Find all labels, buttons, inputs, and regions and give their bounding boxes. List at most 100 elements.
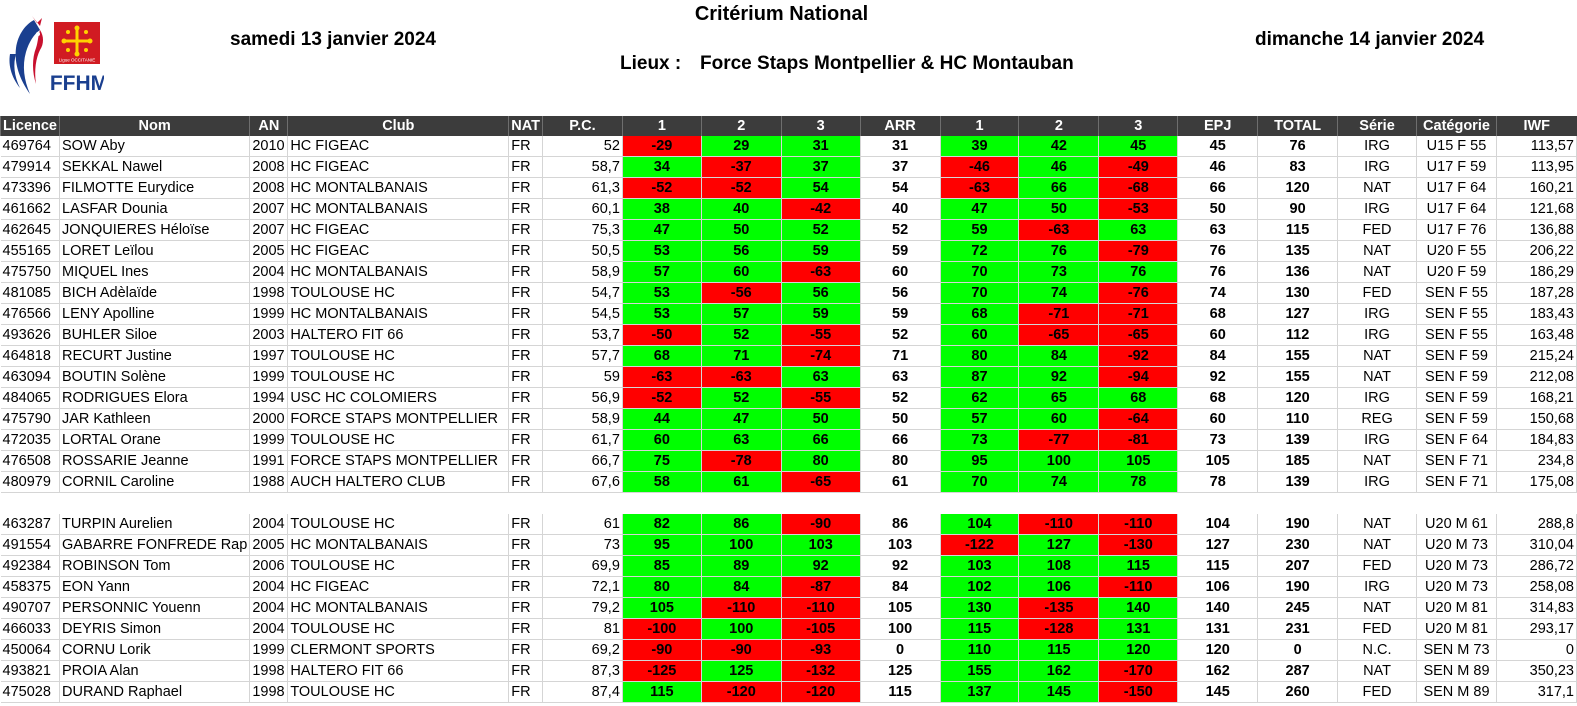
iwf-cell: 186,29 [1496, 261, 1577, 284]
iwf-cell: 310,04 [1496, 534, 1577, 557]
licence-cell: 469764 [0, 136, 60, 158]
nom-cell: PERSONNIC Youenn [59, 597, 251, 620]
nom-cell: GABARRE FONFREDE Rap [59, 534, 251, 557]
club-cell: TOULOUSE HC [287, 282, 510, 305]
pc-cell: 61 [542, 513, 623, 536]
cj-1-cell: 60 [940, 324, 1020, 347]
total-cell: 185 [1257, 450, 1339, 473]
club-cell: TOULOUSE HC [287, 345, 510, 368]
pc-cell: 67,6 [542, 471, 623, 494]
col-an-header: AN [249, 116, 288, 136]
an-cell: 1997 [249, 345, 289, 368]
cj-1-cell: 103 [940, 555, 1020, 578]
cj-2-cell: 42 [1018, 136, 1100, 158]
total-cell: 245 [1257, 597, 1339, 620]
serie-cell: NAT [1337, 534, 1417, 557]
snatch-1-cell: 60 [622, 429, 702, 452]
epj-cell: 115 [1177, 555, 1259, 578]
epj-cell: 68 [1177, 387, 1259, 410]
licence-cell: 491554 [0, 534, 60, 557]
snatch-2-cell: 89 [701, 555, 782, 578]
pc-cell: 73 [542, 534, 623, 557]
arr-cell: 115 [860, 681, 941, 704]
epj-cell: 63 [1177, 219, 1259, 242]
licence-cell: 484065 [0, 387, 60, 410]
cj-1-cell: 110 [940, 639, 1020, 662]
pc-cell: 72,1 [542, 576, 623, 599]
pc-cell: 58,7 [542, 156, 623, 179]
cj-2-cell: 74 [1018, 282, 1100, 305]
col-snatch-2-header: 2 [700, 116, 782, 136]
table-header-row: Licence Nom AN Club NAT P.C. 1 2 3 ARR 1 2 3 EPJ TOTAL… [0, 116, 1577, 136]
table-row: 464818 RECURT Justine 1997 TOULOUSE HC FR 57,… [0, 345, 1577, 368]
total-cell: 135 [1257, 240, 1339, 263]
table-row: 469764 SOW Aby 2010 HC FIGEAC FR 52 -29 29 31 31 3… [0, 136, 1577, 158]
an-cell: 1991 [249, 450, 289, 473]
nat-cell: FR [508, 534, 544, 557]
epj-cell: 92 [1177, 366, 1259, 389]
snatch-1-cell: 95 [622, 534, 702, 557]
iwf-cell: 206,22 [1496, 240, 1577, 263]
an-cell: 2008 [249, 156, 289, 179]
snatch-1-cell: -125 [622, 660, 702, 683]
snatch-1-cell: 105 [622, 597, 702, 620]
snatch-2-cell: -90 [701, 639, 782, 662]
table-row: 472035 LORTAL Orane 1999 TOULOUSE HC FR 61,7 6… [0, 429, 1577, 452]
table-row: 462645 JONQUIERES Héloïse 2007 HC FIGEAC FR 7… [0, 219, 1577, 242]
snatch-2-cell: 29 [701, 136, 782, 158]
col-cj-2-header: 2 [1018, 116, 1099, 136]
iwf-cell: 234,8 [1496, 450, 1577, 473]
col-serie-header: Série [1337, 116, 1417, 136]
nat-cell: FR [508, 282, 544, 305]
pc-cell: 69,2 [542, 639, 623, 662]
pc-cell: 69,9 [542, 555, 623, 578]
iwf-cell: 0 [1496, 639, 1577, 662]
rooster-icon [9, 16, 43, 94]
snatch-3-cell: 54 [781, 177, 861, 200]
total-cell: 76 [1257, 136, 1339, 158]
cj-1-cell: -63 [940, 177, 1020, 200]
arr-cell: 125 [860, 660, 941, 683]
total-cell: 231 [1257, 618, 1339, 641]
club-cell: FORCE STAPS MONTPELLIER [287, 408, 510, 431]
snatch-1-cell: -63 [622, 366, 702, 389]
arr-cell: 40 [860, 198, 941, 221]
cj-3-cell: 76 [1098, 261, 1179, 284]
snatch-3-cell: 103 [781, 534, 861, 557]
cj-1-cell: 95 [940, 450, 1020, 473]
serie-cell: FED [1337, 555, 1417, 578]
an-cell: 2000 [249, 408, 289, 431]
nom-cell: RODRIGUES Elora [59, 387, 251, 410]
nat-cell: FR [508, 366, 544, 389]
total-cell: 287 [1257, 660, 1339, 683]
nom-cell: LASFAR Dounia [59, 198, 251, 221]
snatch-3-cell: -74 [781, 345, 861, 368]
snatch-1-cell: -52 [622, 387, 702, 410]
categorie-cell: SEN F 71 [1416, 450, 1497, 473]
total-cell: 130 [1257, 282, 1339, 305]
snatch-1-cell: -52 [622, 177, 702, 200]
nom-cell: LENY Apolline [59, 303, 251, 326]
arr-cell: 66 [860, 429, 941, 452]
epj-cell: 131 [1177, 618, 1259, 641]
serie-cell: IRG [1337, 303, 1417, 326]
cj-3-cell: 140 [1098, 597, 1179, 620]
categorie-cell: SEN F 55 [1416, 303, 1497, 326]
epj-cell: 105 [1177, 450, 1259, 473]
cj-1-cell: 70 [940, 282, 1020, 305]
pc-cell: 66,7 [542, 450, 623, 473]
nom-cell: JONQUIERES Héloïse [59, 219, 251, 242]
pc-cell: 58,9 [542, 408, 623, 431]
pc-cell: 52 [542, 136, 623, 158]
table-row: 480979 CORNIL Caroline 1988 AUCH HALTERO CL… [0, 471, 1577, 494]
snatch-1-cell: 115 [622, 681, 702, 704]
col-club-header: Club [287, 116, 509, 136]
cj-3-cell: -65 [1098, 324, 1179, 347]
pc-cell: 54,5 [542, 303, 623, 326]
iwf-cell: 314,83 [1496, 597, 1577, 620]
snatch-3-cell: -132 [781, 660, 861, 683]
epj-cell: 60 [1177, 324, 1259, 347]
snatch-3-cell: -55 [781, 324, 861, 347]
arr-cell: 80 [860, 450, 941, 473]
table-row: 493626 BUHLER Siloe 2003 HALTERO FIT 66 FR 53… [0, 324, 1577, 347]
